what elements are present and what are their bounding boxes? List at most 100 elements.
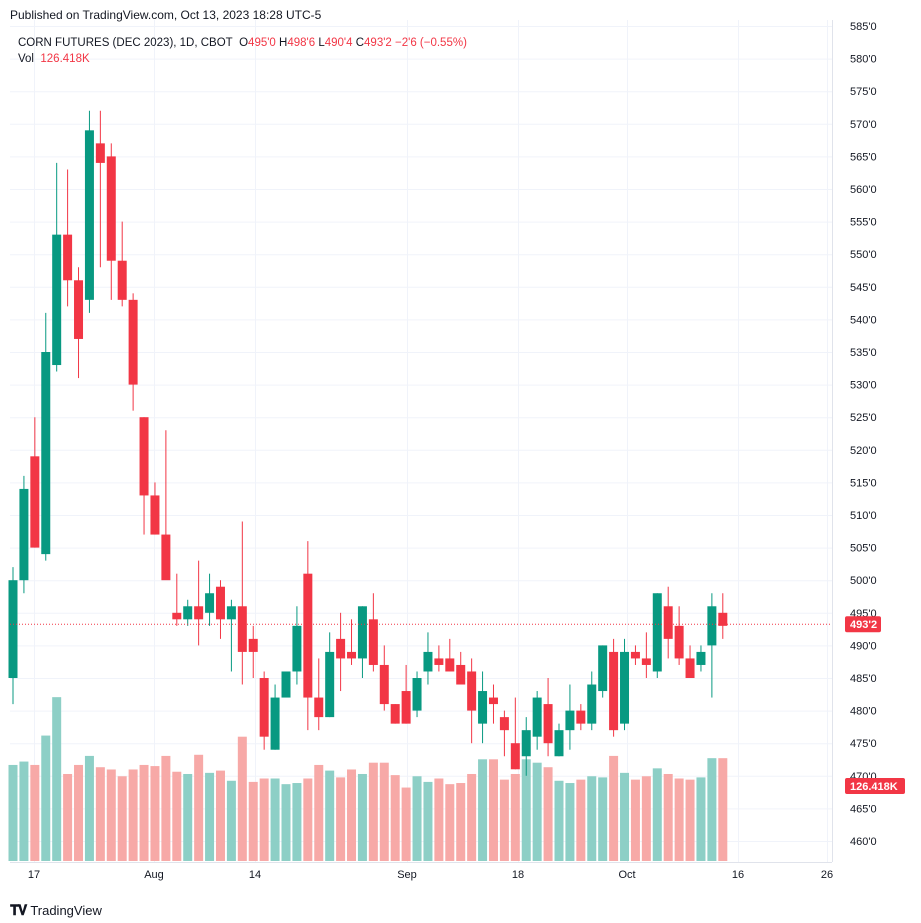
y-tick-label: 555'0	[850, 217, 877, 229]
volume-bar	[434, 778, 444, 861]
volume-bar	[663, 773, 673, 861]
y-tick-label: 575'0	[850, 86, 877, 98]
candle-body	[379, 664, 389, 705]
candle-body	[194, 606, 204, 620]
y-tick-label: 570'0	[850, 119, 877, 131]
low-value: 490'4	[324, 37, 353, 49]
candle-body	[30, 456, 40, 548]
x-tick-label: Aug	[144, 869, 164, 881]
last-price-badge: 493'2	[845, 616, 881, 633]
y-tick-label: 550'0	[850, 249, 877, 261]
candle-body	[368, 619, 378, 665]
volume-bar	[52, 697, 62, 861]
legend-volume-row: Vol 126.418K	[18, 51, 467, 67]
candle-body	[532, 697, 542, 737]
candle-body	[259, 678, 269, 737]
volume-bar	[357, 773, 367, 861]
volume-bar	[172, 771, 182, 861]
volume-bar	[423, 781, 433, 861]
symbol-title[interactable]: CORN FUTURES (DEC 2023), 1D, CBOT	[18, 37, 233, 49]
candle-body	[52, 234, 62, 366]
x-tick-label: Oct	[618, 869, 635, 881]
footer-brand[interactable]: 𝐓𝐕 TradingView	[10, 902, 102, 919]
y-tick-label: 460'0	[850, 836, 877, 848]
volume-bar	[8, 764, 18, 861]
candle-body	[172, 612, 182, 620]
candle-body	[630, 651, 640, 659]
volume-bar	[336, 777, 346, 861]
change-value: −2'6 (−0.55%)	[395, 37, 467, 49]
volume-bar	[499, 779, 509, 861]
price-axis[interactable]: 460'0465'0470'0475'0480'0485'0490'0495'0…	[850, 21, 877, 848]
candle-body	[357, 606, 367, 659]
volume-bar	[347, 769, 357, 861]
candle-body	[270, 697, 280, 750]
y-tick-label: 500'0	[850, 575, 877, 587]
volume-bar	[281, 784, 291, 861]
volume-bar	[478, 759, 488, 861]
volume-bar	[576, 779, 586, 861]
volume-bar	[270, 778, 280, 861]
candle-body	[215, 586, 225, 620]
candle-body	[226, 606, 236, 620]
time-axis[interactable]: 17 Aug 14 Sep 18 Oct 16 26	[28, 869, 833, 881]
volume-badge: 126.418K	[845, 778, 905, 794]
x-tick-label: 14	[249, 869, 261, 881]
volume-bar	[117, 776, 127, 861]
volume-bar	[401, 787, 411, 861]
y-tick-label: 510'0	[850, 510, 877, 522]
candle-body	[696, 651, 706, 665]
candle-body	[161, 534, 171, 581]
candle-body	[423, 651, 433, 672]
candle-body	[74, 280, 84, 339]
grid-lines	[10, 20, 832, 862]
volume-bar	[718, 758, 728, 861]
volume-bar	[630, 779, 640, 861]
volume-bar	[84, 755, 94, 861]
candle-body	[84, 130, 94, 300]
candle-body	[510, 743, 520, 770]
open-value: 495'0	[248, 37, 276, 49]
volume-bar	[488, 759, 498, 861]
published-info: Published on TradingView.com, Oct 13, 20…	[10, 8, 322, 22]
y-tick-label: 480'0	[850, 706, 877, 718]
y-tick-label: 520'0	[850, 445, 877, 457]
volume-bar	[19, 761, 29, 861]
y-tick-label: 565'0	[850, 151, 877, 163]
volume-bar	[390, 775, 400, 861]
candle-body	[609, 651, 619, 731]
volume-bar	[467, 773, 477, 861]
candle-body	[434, 658, 444, 665]
candle-body	[674, 625, 684, 659]
volume-bar	[74, 764, 84, 861]
volume-bar	[161, 755, 171, 861]
candle-body	[19, 488, 29, 581]
candle-body	[565, 710, 575, 731]
volume-bar	[63, 773, 73, 861]
volume-bar	[696, 777, 706, 861]
y-tick-label: 515'0	[850, 477, 877, 489]
candle-body	[237, 606, 247, 652]
volume-bar	[445, 784, 455, 861]
candle-body	[117, 260, 127, 300]
y-tick-label: 530'0	[850, 380, 877, 392]
volume-bar	[521, 759, 531, 861]
open-label: O	[239, 37, 249, 49]
legend-ohlc-row: CORN FUTURES (DEC 2023), 1D, CBOT O495'0…	[18, 35, 467, 51]
candle-body	[576, 710, 586, 724]
candle-body	[598, 645, 608, 692]
candle-body	[303, 573, 313, 698]
volume-bar	[183, 773, 193, 861]
x-tick-label: 26	[821, 869, 833, 881]
y-tick-label: 525'0	[850, 412, 877, 424]
volume-bar	[368, 762, 378, 861]
candle-body	[412, 678, 422, 711]
y-tick-label: 580'0	[850, 54, 877, 66]
volume-bar	[128, 769, 138, 861]
volume-bar	[510, 773, 520, 861]
candle-body	[128, 299, 138, 385]
x-tick-label: 16	[732, 869, 744, 881]
volume-bar	[248, 781, 258, 861]
close-label: C	[355, 37, 365, 49]
